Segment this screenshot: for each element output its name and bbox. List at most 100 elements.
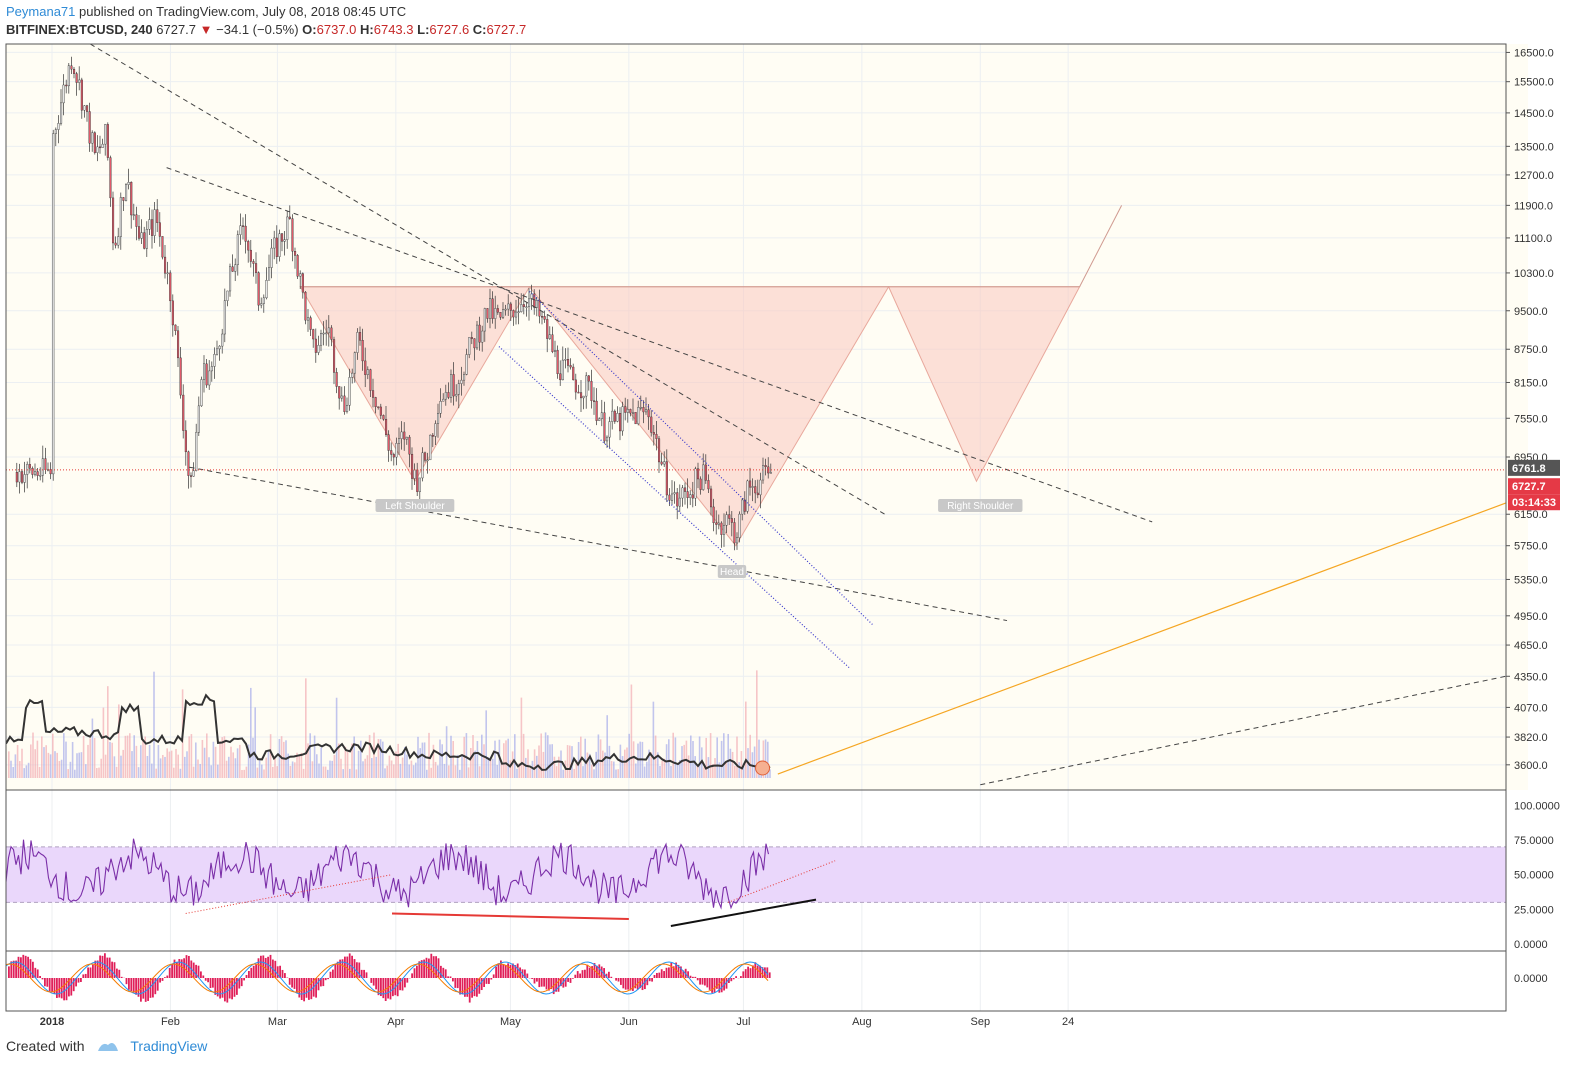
macd-hist (156, 978, 159, 991)
candle-body (678, 497, 681, 507)
volume-bar (327, 769, 329, 778)
volume-bar (124, 735, 127, 778)
volume-bar (580, 736, 582, 778)
ohlc-line: BITFINEX:BTCUSD, 240 6727.7 ▼ −34.1 (−0.… (6, 22, 526, 37)
countdown-label-bg (1508, 494, 1560, 511)
volume-bar (412, 765, 415, 778)
macd-hist (161, 978, 164, 981)
price-axis[interactable]: 16500.0 15500.0 14500.0 13500.0 12700.0 11900… (1506, 47, 1560, 985)
candle-body (684, 487, 687, 492)
candles (15, 56, 772, 551)
volume-bar (254, 707, 256, 778)
candle-body (244, 225, 247, 242)
volume-bar (467, 767, 470, 778)
volume-bar (252, 737, 254, 778)
volume-bar (109, 741, 111, 778)
macd-hist (320, 978, 322, 987)
volume-bar (668, 739, 670, 778)
macd-hist (516, 963, 519, 978)
volume-bar (173, 767, 175, 778)
volume-bar (263, 769, 265, 778)
macd-hist (53, 978, 56, 994)
tradingview-link[interactable]: TradingView (130, 1038, 208, 1054)
macd-hist (48, 978, 51, 992)
macd-hist (252, 965, 255, 978)
macd-hist (101, 955, 104, 978)
candle-body (372, 390, 375, 398)
marker-price-label-bg (1508, 459, 1560, 476)
volume-bar (148, 744, 151, 778)
volume-bar (630, 684, 633, 778)
macd-hist (668, 967, 670, 978)
candle-body (70, 65, 73, 70)
volume-bar (683, 744, 685, 778)
candle-body (481, 330, 484, 343)
volume-bar (267, 751, 270, 778)
macd-hist (766, 967, 769, 978)
candle-body (613, 410, 616, 422)
candle-body (275, 237, 278, 257)
volume-bar (606, 715, 608, 778)
signal-line (6, 963, 769, 993)
volume-bar (140, 745, 142, 778)
volume-bar (516, 768, 518, 778)
macd-pane[interactable] (6, 951, 1528, 1011)
trend-lines[interactable] (6, 44, 1507, 786)
macd-hist (425, 957, 428, 978)
downtrend-line-1 (89, 44, 886, 515)
macd-hist (77, 978, 80, 983)
candle-body (621, 406, 624, 432)
macd-hist (632, 978, 634, 991)
volume-bar (49, 754, 52, 778)
macd-hist (543, 978, 545, 987)
macd-hist (591, 966, 593, 978)
macd-hist (756, 965, 759, 978)
candle-body (707, 480, 710, 490)
macd-hist (159, 978, 161, 983)
candle-body (218, 345, 221, 350)
macd-hist (423, 959, 425, 978)
macd-hist (509, 964, 512, 978)
macd-hist (44, 978, 46, 987)
candle-body (499, 312, 502, 318)
rsi-divergence-black (670, 898, 817, 927)
volume-bar (333, 754, 336, 778)
macd-hist (176, 962, 178, 978)
macd-hist (701, 978, 704, 985)
candle-body (559, 373, 562, 381)
candle-body (135, 214, 138, 227)
macd-hist (456, 978, 459, 989)
volume-bar (313, 735, 316, 778)
volume-bar (393, 764, 395, 778)
candle-body (655, 434, 658, 439)
candle-body (442, 398, 445, 402)
candle-body (595, 400, 598, 421)
volume-bar (82, 735, 85, 778)
candle-body (658, 438, 661, 463)
volume-bar (316, 754, 318, 778)
volume-bar (274, 757, 276, 778)
volume-bar (236, 748, 239, 778)
volume-bar (544, 732, 547, 778)
volume-bar (679, 760, 681, 778)
volume-bar (538, 745, 540, 778)
candle-body (241, 225, 245, 227)
volume-bar (753, 746, 756, 778)
volume-bar (353, 736, 355, 778)
time-axis[interactable]: 2018 Feb Mar Apr May Jun Jul Aug Sep 24 (40, 1016, 1074, 1028)
volume-bar (346, 751, 349, 778)
candle-body (182, 394, 185, 431)
candle-body (509, 303, 512, 311)
macd-hist (298, 978, 301, 998)
volume-bar (32, 732, 34, 778)
candle-body (18, 471, 21, 483)
volume-bar (34, 749, 36, 778)
macd-hist (483, 978, 485, 988)
pattern-labels: 6761.8 6727.7 03:14:33 Left Shoulder Head Rig… (375, 459, 1560, 578)
author-link[interactable]: Peymana71 (6, 4, 76, 19)
macd-hist (536, 978, 538, 982)
candle-body (632, 412, 635, 414)
volume-bar (558, 756, 560, 778)
macd-hist (531, 978, 533, 979)
